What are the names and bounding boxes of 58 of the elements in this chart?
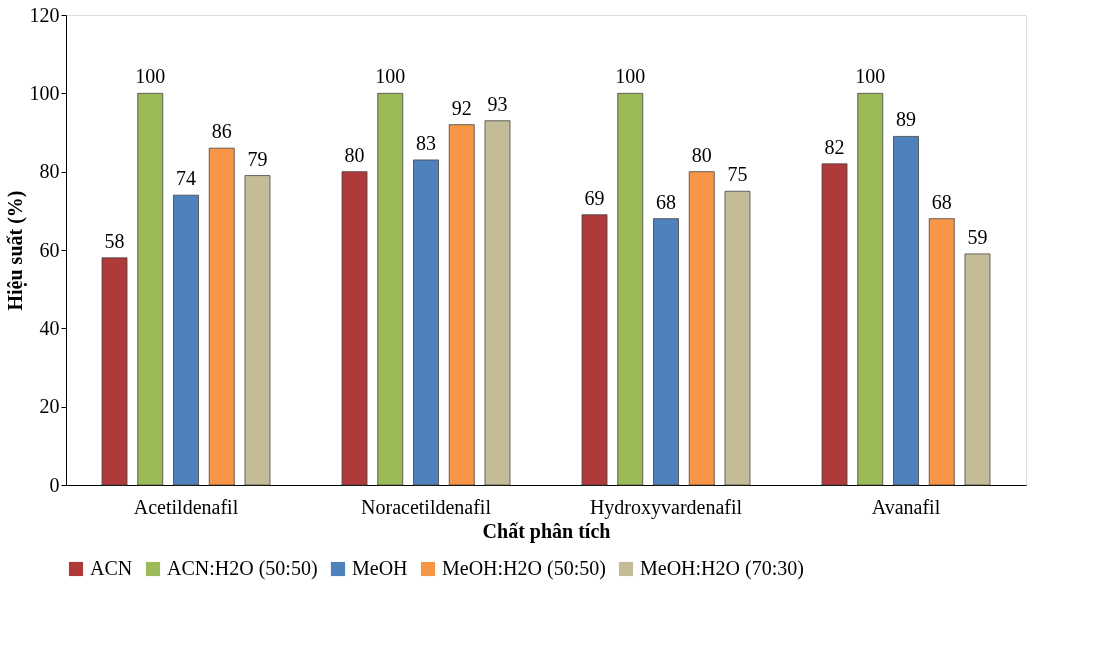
y-tick-label: 60 <box>39 238 60 261</box>
y-tick-label: 0 <box>49 473 60 496</box>
data-label: 80 <box>344 143 365 166</box>
data-label: 68 <box>931 190 952 213</box>
x-tick-label: Hydroxyvardenafil <box>589 495 743 519</box>
data-label: 100 <box>615 65 646 88</box>
x-tick-label: Acetildenafil <box>133 495 239 518</box>
data-label: 74 <box>176 167 196 190</box>
legend-label: MeOH <box>352 557 408 579</box>
bar <box>484 120 511 486</box>
bar <box>821 163 848 486</box>
bar <box>341 171 368 486</box>
x-axis-title: Chất phân tích <box>482 519 611 543</box>
bar <box>964 253 991 486</box>
data-label: 100 <box>855 65 886 88</box>
bar <box>893 136 919 486</box>
data-label: 86 <box>211 120 232 143</box>
data-label: 79 <box>247 147 268 170</box>
data-label: 100 <box>135 65 166 88</box>
x-tick-label: Avanafil <box>871 495 941 518</box>
y-tick-label: 20 <box>39 395 60 418</box>
bar <box>137 92 164 486</box>
data-label: 75 <box>727 163 748 186</box>
data-label: 58 <box>104 229 125 252</box>
bar <box>724 190 751 486</box>
bar <box>377 92 404 486</box>
bar <box>413 159 439 486</box>
y-axis-title: Hiệu suất (%) <box>3 190 27 311</box>
y-tick-label: 100 <box>29 81 60 104</box>
data-label: 69 <box>584 186 605 209</box>
bar <box>448 124 475 486</box>
data-label: 92 <box>451 96 472 119</box>
y-tick-label: 120 <box>29 3 60 26</box>
data-label: 89 <box>896 108 916 131</box>
x-tick-label: Noracetildenafil <box>361 495 492 518</box>
legend-label: ACN:H2O (50:50) <box>167 557 318 580</box>
bar <box>173 194 199 486</box>
y-tick-label: 80 <box>39 160 60 183</box>
data-label: 93 <box>487 92 508 115</box>
data-label: 100 <box>375 65 406 88</box>
data-label: 82 <box>824 135 845 158</box>
bar <box>244 175 271 486</box>
data-label: 80 <box>691 143 712 166</box>
bar <box>857 92 884 486</box>
data-label: 68 <box>656 190 676 213</box>
bar <box>688 171 715 486</box>
data-label: 83 <box>416 131 436 154</box>
bar <box>101 257 128 486</box>
legend-label: MeOH:H2O (50:50) <box>442 557 606 580</box>
bar <box>928 218 955 486</box>
y-tick-label: 40 <box>39 316 60 339</box>
data-label: 59 <box>967 225 988 248</box>
legend-label: MeOH:H2O (70:30) <box>640 557 804 580</box>
bar <box>581 214 608 486</box>
bar <box>617 92 644 486</box>
bar <box>653 218 679 486</box>
bar <box>208 147 235 486</box>
legend-label: ACN <box>90 557 133 579</box>
